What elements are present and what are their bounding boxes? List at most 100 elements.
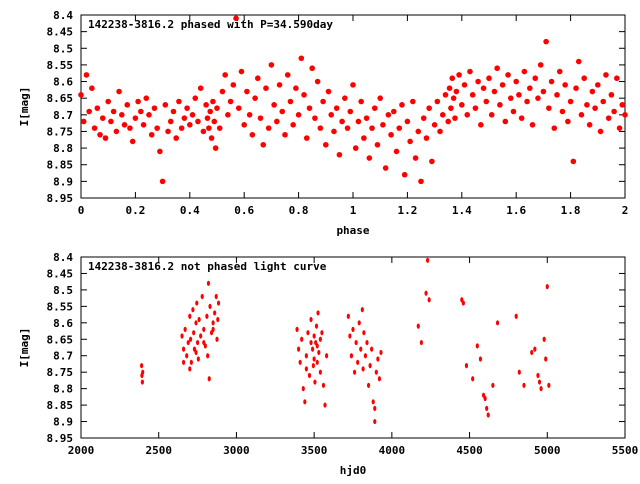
data-point bbox=[207, 108, 213, 115]
data-point bbox=[127, 125, 133, 131]
plot-frame bbox=[80, 14, 626, 199]
data-point bbox=[380, 122, 386, 128]
data-point bbox=[412, 155, 419, 161]
data-point bbox=[486, 412, 490, 418]
data-point bbox=[309, 65, 316, 72]
data-point bbox=[450, 95, 457, 101]
data-point bbox=[589, 88, 596, 95]
y-tick-label: 8.6 bbox=[53, 76, 73, 89]
data-point bbox=[475, 78, 481, 85]
data-point bbox=[301, 92, 307, 98]
data-point bbox=[303, 399, 307, 405]
data-point bbox=[542, 336, 546, 342]
data-point bbox=[584, 102, 590, 108]
data-point bbox=[562, 82, 568, 88]
data-point bbox=[312, 333, 316, 339]
data-point bbox=[399, 102, 405, 108]
x-tick-label: 0.6 bbox=[234, 204, 254, 217]
data-point bbox=[317, 125, 324, 131]
data-point bbox=[323, 402, 327, 408]
data-point bbox=[535, 95, 541, 101]
data-point bbox=[570, 158, 577, 165]
x-tick-label: 0 bbox=[78, 204, 85, 217]
data-point bbox=[195, 118, 201, 125]
y-tick-label: 8.4 bbox=[53, 251, 73, 264]
data-point bbox=[352, 145, 359, 151]
data-point bbox=[374, 369, 378, 375]
data-point bbox=[407, 138, 413, 145]
data-point bbox=[619, 102, 626, 108]
y-tick-label: 8.9 bbox=[53, 416, 73, 429]
data-point bbox=[548, 78, 555, 85]
data-point bbox=[371, 105, 378, 111]
data-point bbox=[132, 115, 139, 121]
data-point bbox=[318, 336, 322, 342]
data-point bbox=[355, 118, 362, 125]
data-point bbox=[592, 105, 598, 111]
data-point bbox=[195, 300, 199, 306]
data-point bbox=[352, 369, 357, 375]
data-point bbox=[393, 148, 400, 155]
data-point bbox=[110, 108, 117, 115]
data-point bbox=[135, 98, 141, 105]
data-point bbox=[339, 118, 345, 125]
y-tick-label: 8.75 bbox=[47, 125, 74, 138]
data-point bbox=[537, 379, 542, 385]
data-point bbox=[434, 98, 441, 105]
data-point bbox=[314, 323, 319, 329]
data-point bbox=[206, 125, 212, 131]
data-point bbox=[295, 326, 299, 332]
data-point bbox=[333, 105, 340, 111]
y-tick-label: 8.65 bbox=[47, 333, 74, 346]
data-point bbox=[556, 68, 563, 75]
data-point bbox=[442, 92, 449, 98]
chart-panel-1: 0 0.2 0.4 0.6 0.8 1 1.2 1.4 1.6 1.8 2 8.4 8.45 8.5 8.5… bbox=[18, 9, 628, 237]
y-tick-label: 8.7 bbox=[53, 109, 73, 122]
data-point bbox=[423, 135, 430, 141]
data-point bbox=[208, 135, 215, 141]
data-point bbox=[522, 382, 526, 388]
data-point bbox=[514, 313, 518, 319]
data-point bbox=[530, 349, 534, 356]
data-point bbox=[102, 135, 109, 141]
data-point bbox=[368, 363, 372, 369]
data-point bbox=[467, 68, 473, 75]
data-point bbox=[202, 326, 206, 332]
data-point bbox=[485, 405, 489, 411]
data-point bbox=[374, 141, 381, 148]
data-point bbox=[600, 98, 607, 105]
x-tick-label: 0.4 bbox=[180, 204, 200, 217]
data-point bbox=[260, 141, 267, 148]
data-point bbox=[605, 115, 612, 121]
data-point bbox=[233, 15, 239, 22]
y-tick-label: 8.95 bbox=[47, 192, 74, 205]
data-point bbox=[214, 105, 220, 111]
data-point bbox=[351, 326, 355, 332]
data-point bbox=[346, 313, 350, 319]
data-point bbox=[419, 339, 423, 346]
data-point bbox=[518, 115, 525, 121]
data-point bbox=[320, 98, 326, 105]
data-point bbox=[304, 353, 308, 359]
data-point bbox=[265, 125, 272, 131]
data-point bbox=[379, 349, 383, 356]
y-tick-label: 8.85 bbox=[47, 159, 74, 172]
data-point bbox=[567, 98, 574, 105]
data-point bbox=[385, 112, 392, 118]
x-tick-label: 2500 bbox=[145, 444, 172, 457]
data-point bbox=[510, 108, 517, 115]
data-point bbox=[363, 115, 370, 121]
data-point bbox=[211, 326, 215, 332]
data-point bbox=[167, 118, 174, 125]
data-point bbox=[246, 112, 253, 118]
data-point bbox=[431, 122, 438, 128]
data-point bbox=[371, 399, 375, 405]
data-point bbox=[315, 343, 319, 349]
data-point bbox=[301, 386, 305, 392]
data-point bbox=[312, 356, 316, 362]
data-point bbox=[176, 98, 182, 105]
data-point bbox=[143, 95, 150, 101]
data-point bbox=[195, 339, 200, 346]
data-point bbox=[170, 108, 177, 115]
